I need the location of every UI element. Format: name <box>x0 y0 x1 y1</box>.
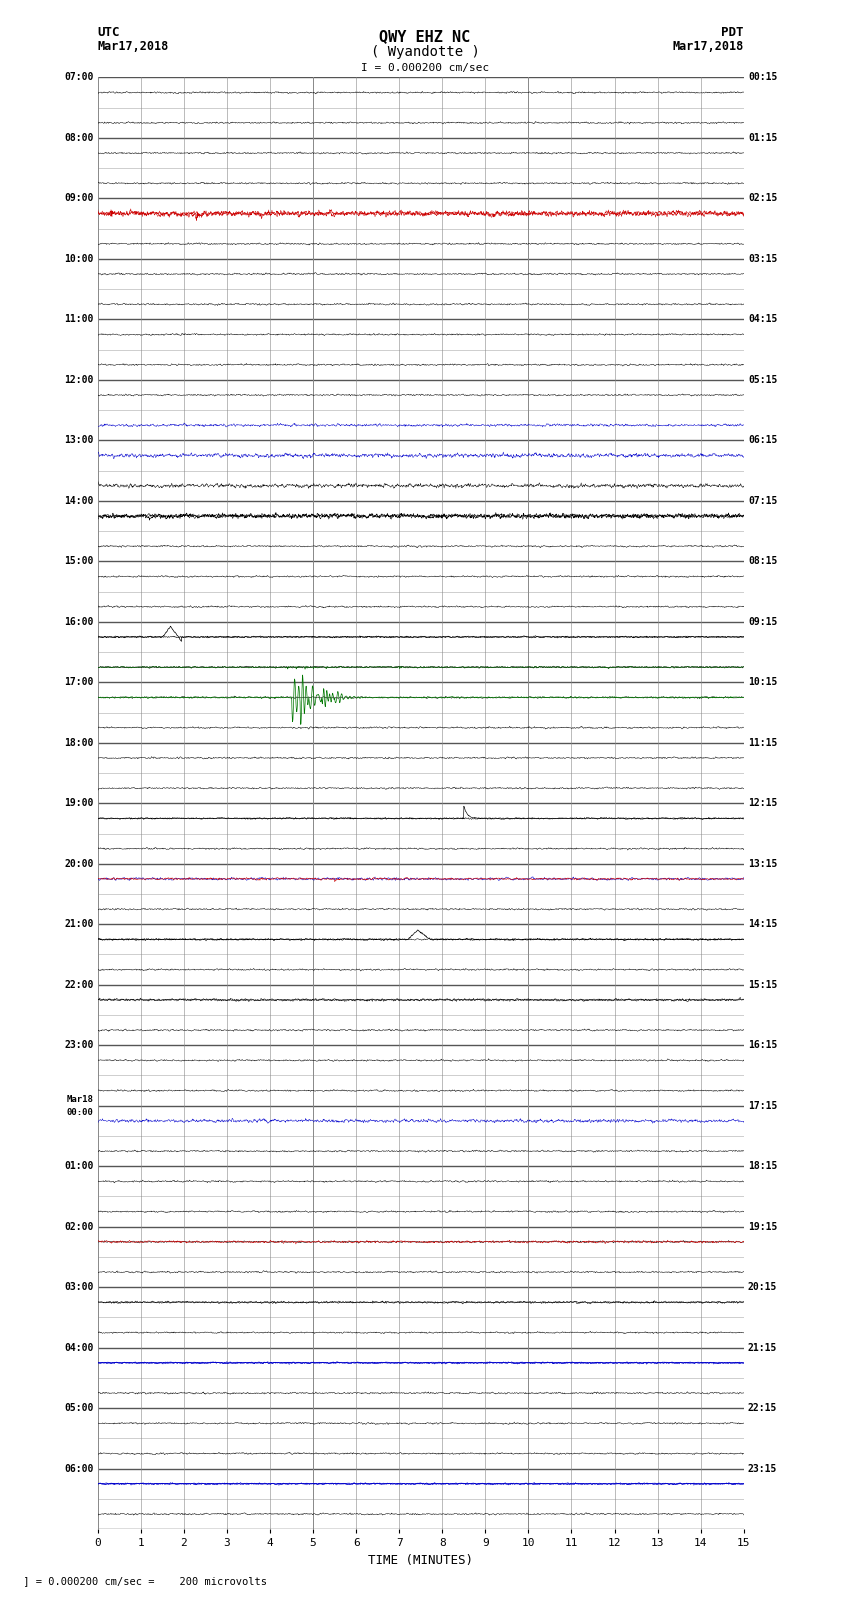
Text: 08:00: 08:00 <box>64 132 94 144</box>
Text: 13:00: 13:00 <box>64 436 94 445</box>
Text: ] = 0.000200 cm/sec =    200 microvolts: ] = 0.000200 cm/sec = 200 microvolts <box>17 1576 267 1586</box>
Text: 18:00: 18:00 <box>64 737 94 748</box>
Text: 20:15: 20:15 <box>748 1282 778 1292</box>
Text: 08:15: 08:15 <box>748 556 778 566</box>
Text: 19:00: 19:00 <box>64 798 94 808</box>
Text: 04:15: 04:15 <box>748 315 778 324</box>
Text: UTC: UTC <box>98 26 120 39</box>
Text: 15:15: 15:15 <box>748 979 778 990</box>
Text: 16:15: 16:15 <box>748 1040 778 1050</box>
Text: 00:00: 00:00 <box>66 1108 94 1116</box>
Text: 15:00: 15:00 <box>64 556 94 566</box>
Text: 05:15: 05:15 <box>748 374 778 386</box>
Text: 18:15: 18:15 <box>748 1161 778 1171</box>
Text: 02:15: 02:15 <box>748 194 778 203</box>
Text: 05:00: 05:00 <box>64 1403 94 1413</box>
Text: 21:00: 21:00 <box>64 919 94 929</box>
Text: 07:00: 07:00 <box>64 73 94 82</box>
Text: Mar17,2018: Mar17,2018 <box>672 40 744 53</box>
Text: 03:15: 03:15 <box>748 253 778 265</box>
Text: 10:00: 10:00 <box>64 253 94 265</box>
Text: I = 0.000200 cm/sec: I = 0.000200 cm/sec <box>361 63 489 73</box>
Text: 23:00: 23:00 <box>64 1040 94 1050</box>
Text: 03:00: 03:00 <box>64 1282 94 1292</box>
X-axis label: TIME (MINUTES): TIME (MINUTES) <box>368 1553 473 1566</box>
Text: 14:00: 14:00 <box>64 495 94 506</box>
Text: 09:00: 09:00 <box>64 194 94 203</box>
Text: 00:15: 00:15 <box>748 73 778 82</box>
Text: 06:15: 06:15 <box>748 436 778 445</box>
Text: 12:15: 12:15 <box>748 798 778 808</box>
Text: 07:15: 07:15 <box>748 495 778 506</box>
Text: 22:00: 22:00 <box>64 979 94 990</box>
Text: 10:15: 10:15 <box>748 677 778 687</box>
Text: 01:00: 01:00 <box>64 1161 94 1171</box>
Text: ( Wyandotte ): ( Wyandotte ) <box>371 45 479 58</box>
Text: 21:15: 21:15 <box>748 1342 778 1353</box>
Text: 02:00: 02:00 <box>64 1221 94 1232</box>
Text: 01:15: 01:15 <box>748 132 778 144</box>
Text: 19:15: 19:15 <box>748 1221 778 1232</box>
Text: 12:00: 12:00 <box>64 374 94 386</box>
Text: 17:00: 17:00 <box>64 677 94 687</box>
Text: 16:00: 16:00 <box>64 616 94 627</box>
Text: 04:00: 04:00 <box>64 1342 94 1353</box>
Text: 23:15: 23:15 <box>748 1463 778 1474</box>
Text: 20:00: 20:00 <box>64 858 94 869</box>
Text: 11:00: 11:00 <box>64 315 94 324</box>
Text: 22:15: 22:15 <box>748 1403 778 1413</box>
Text: 11:15: 11:15 <box>748 737 778 748</box>
Text: QWY EHZ NC: QWY EHZ NC <box>379 29 471 44</box>
Text: 09:15: 09:15 <box>748 616 778 627</box>
Text: PDT: PDT <box>722 26 744 39</box>
Text: 06:00: 06:00 <box>64 1463 94 1474</box>
Text: Mar17,2018: Mar17,2018 <box>98 40 169 53</box>
Text: 13:15: 13:15 <box>748 858 778 869</box>
Text: Mar18: Mar18 <box>66 1095 94 1103</box>
Text: 14:15: 14:15 <box>748 919 778 929</box>
Text: 17:15: 17:15 <box>748 1100 778 1111</box>
